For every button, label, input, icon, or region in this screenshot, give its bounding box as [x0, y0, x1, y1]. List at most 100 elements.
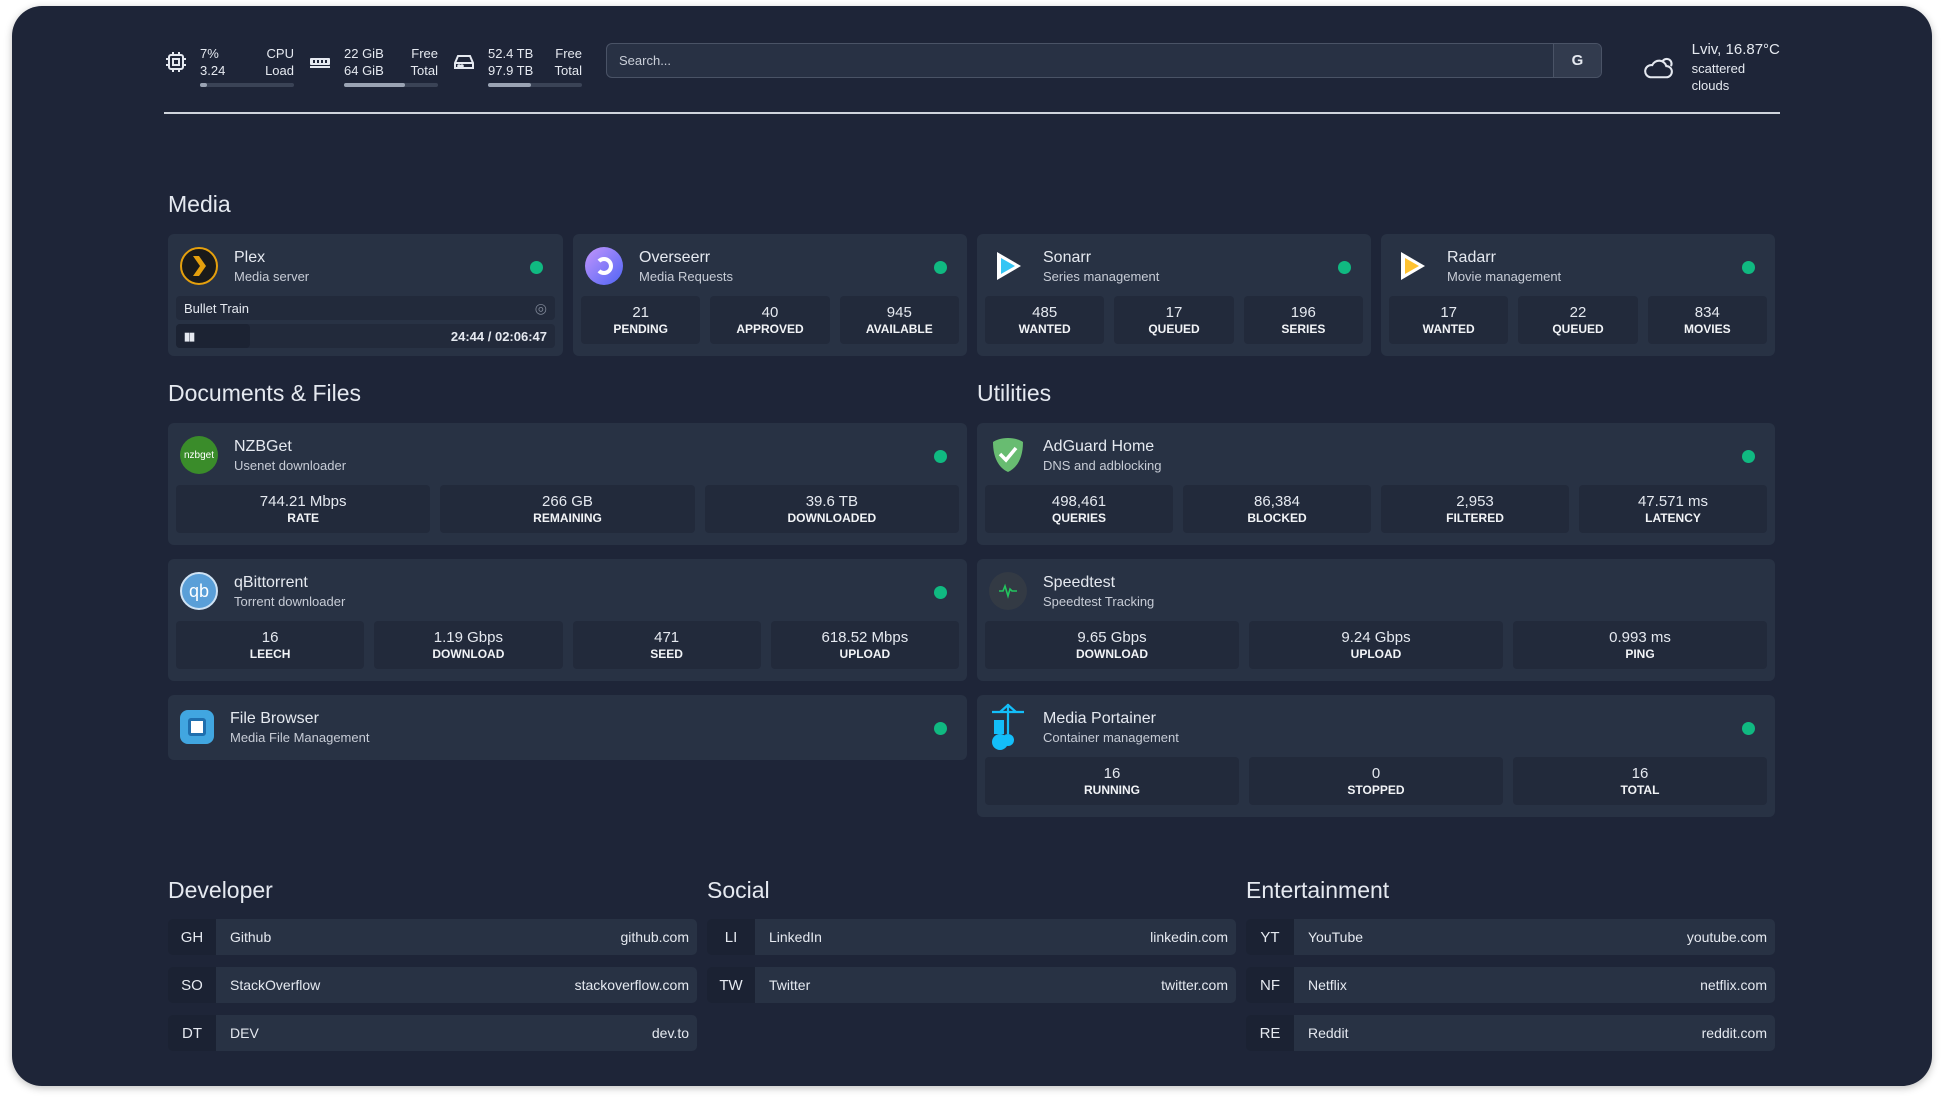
bookmark-name: YouTube	[1308, 929, 1364, 945]
service-card-overseerr[interactable]: Overseerr Media Requests 21 PENDING 40 APPRO…	[573, 234, 967, 356]
bookmark-dev[interactable]: DT DEV dev.to	[168, 1015, 697, 1051]
stat-block: 0.993 ms PING	[1513, 621, 1767, 669]
adguard-shield-icon	[989, 436, 1027, 474]
bookmark-stackoverflow[interactable]: SO StackOverflow stackoverflow.com	[168, 967, 697, 1003]
section-title-bookmarks: Developer	[168, 877, 273, 903]
weather-widget[interactable]: Lviv, 16.87°C scattered clouds	[1642, 40, 1780, 94]
service-card-file-browser[interactable]: File Browser Media File Management	[168, 695, 967, 760]
status-dot	[934, 261, 947, 274]
memory-widget: 22 GiB 64 GiB Free Total	[308, 45, 438, 87]
memory-free: 22 GiB	[344, 46, 384, 61]
service-card-sonarr[interactable]: Sonarr Series management 485 WANTED 17 QUEUE…	[977, 234, 1371, 356]
status-dot	[1742, 722, 1755, 735]
bookmark-github[interactable]: GH Github github.com	[168, 919, 697, 955]
stat-label: QUEUED	[1552, 322, 1604, 336]
plex-icon	[180, 247, 218, 285]
memory-total: 64 GiB	[344, 63, 384, 78]
bookmark-reddit[interactable]: RE Reddit reddit.com	[1246, 1015, 1775, 1051]
bookmark-abbr: YT	[1246, 919, 1294, 955]
cpu-load: 3.24	[200, 63, 226, 78]
weather-condition: scattered clouds	[1691, 61, 1746, 93]
load-label: Load	[265, 63, 294, 78]
bookmark-linkedin[interactable]: LI LinkedIn linkedin.com	[707, 919, 1236, 955]
cpu-widget: 7% 3.24 CPU Load	[164, 45, 294, 87]
stat-label: BLOCKED	[1247, 511, 1307, 525]
stat-value: 945	[886, 304, 912, 321]
service-card-radarr[interactable]: Radarr Movie management 17 WANTED 22 QUEUED 8…	[1381, 234, 1775, 356]
transcode-icon: ◎	[534, 299, 547, 316]
service-description: Container management	[1043, 729, 1179, 745]
search-provider-button[interactable]: G	[1553, 44, 1601, 77]
service-name: Overseerr	[639, 248, 711, 266]
disk-free: 52.4 TB	[488, 46, 534, 61]
service-card-adguard-home[interactable]: AdGuard Home DNS and adblocking 498,461 QU…	[977, 423, 1775, 545]
status-dot	[1742, 261, 1755, 274]
service-stats: 498,461 QUERIES 86,384 BLOCKED 2,953 FILTERED…	[985, 485, 1767, 533]
stat-block: 834 MOVIES	[1647, 296, 1767, 344]
stat-block: 744.21 Mbps RATE	[176, 485, 431, 533]
service-stats: 17 WANTED 22 QUEUED 834 MOVIES	[1389, 296, 1767, 344]
status-dot	[934, 450, 947, 463]
stat-label: UPLOAD	[839, 647, 891, 661]
stat-value: 744.21 Mbps	[259, 493, 347, 510]
status-dot	[934, 722, 947, 735]
bookmark-netflix[interactable]: NF Netflix netflix.com	[1246, 967, 1775, 1003]
playback-progress: ▮▮	[176, 324, 250, 348]
pause-icon[interactable]: ▮▮	[184, 330, 195, 343]
cpu-bar	[200, 83, 294, 87]
bookmark-abbr: DT	[168, 1015, 216, 1051]
dashboard-window	[12, 6, 1932, 1086]
stat-value: 16	[1631, 765, 1649, 782]
stat-label: PING	[1625, 647, 1655, 661]
bookmark-name: Github	[230, 929, 272, 945]
stat-label: LATENCY	[1645, 511, 1701, 525]
speedtest-pulse-icon	[989, 572, 1027, 610]
stat-label: AVAILABLE	[865, 322, 933, 336]
service-card-plex[interactable]: Plex Media server Bullet Train ◎ ▮▮ 24:44 …	[168, 234, 563, 356]
stat-block: 16 TOTAL	[1513, 757, 1767, 805]
stat-label: LEECH	[249, 647, 291, 661]
bookmark-name: Reddit	[1308, 1025, 1349, 1041]
stat-value: 2,953	[1456, 493, 1494, 510]
service-name: AdGuard Home	[1043, 437, 1155, 455]
stat-label: DOWNLOAD	[1076, 647, 1148, 661]
stat-block: 945 AVAILABLE	[839, 296, 959, 344]
bookmark-url: dev.to	[651, 1025, 689, 1041]
service-description: Media server	[234, 268, 310, 284]
stat-label: DOWNLOAD	[432, 647, 505, 661]
bookmark-name: Twitter	[769, 977, 811, 993]
bookmark-youtube[interactable]: YT YouTube youtube.com	[1246, 919, 1775, 955]
qbittorrent-icon: qb	[180, 572, 218, 610]
cpu-label: CPU	[266, 46, 294, 61]
stat-value: 1.19 Gbps	[433, 629, 503, 646]
bookmark-url: linkedin.com	[1150, 929, 1228, 945]
stat-value: 618.52 Mbps	[821, 629, 909, 646]
bookmark-abbr: NF	[1246, 967, 1294, 1003]
stat-label: WANTED	[1422, 322, 1475, 336]
free-label: Free	[555, 46, 582, 61]
stat-label: SERIES	[1281, 322, 1326, 336]
stat-value: 39.6 TB	[805, 493, 858, 510]
disk-widget: 52.4 TB 97.9 TB Free Total	[452, 45, 582, 87]
stat-label: DOWNLOADED	[787, 511, 877, 525]
service-card-qbittorrent[interactable]: qb qBittorrent Torrent downloader 16 LEECH…	[168, 559, 967, 681]
file-browser-icon	[180, 710, 214, 744]
stat-block: 39.6 TB DOWNLOADED	[704, 485, 959, 533]
stat-value: 0.993 ms	[1609, 629, 1671, 646]
stat-block: 86,384 BLOCKED	[1183, 485, 1371, 533]
stat-block: 2,953 FILTERED	[1381, 485, 1569, 533]
stat-block: 196 SERIES	[1243, 296, 1363, 344]
stat-block: 47.571 ms LATENCY	[1579, 485, 1767, 533]
bookmark-twitter[interactable]: TW Twitter twitter.com	[707, 967, 1236, 1003]
memory-icon	[310, 58, 330, 68]
service-card-media-portainer[interactable]: Media Portainer Container management 16 RU…	[977, 695, 1775, 817]
search-input[interactable]	[607, 53, 1553, 68]
service-stats: 21 PENDING 40 APPROVED 945 AVAILABLE	[581, 296, 959, 344]
section-title-documents: Documents & Files	[168, 380, 362, 406]
service-card-nzbget[interactable]: nzbget NZBGet Usenet downloader 744.21 Mb…	[168, 423, 967, 545]
service-name: NZBGet	[234, 437, 292, 455]
stat-block: 618.52 Mbps UPLOAD	[770, 621, 959, 669]
sonarr-icon	[989, 247, 1027, 285]
service-card-speedtest[interactable]: Speedtest Speedtest Tracking 9.65 Gbps DOW…	[977, 559, 1775, 681]
stat-block: 471 SEED	[572, 621, 761, 669]
